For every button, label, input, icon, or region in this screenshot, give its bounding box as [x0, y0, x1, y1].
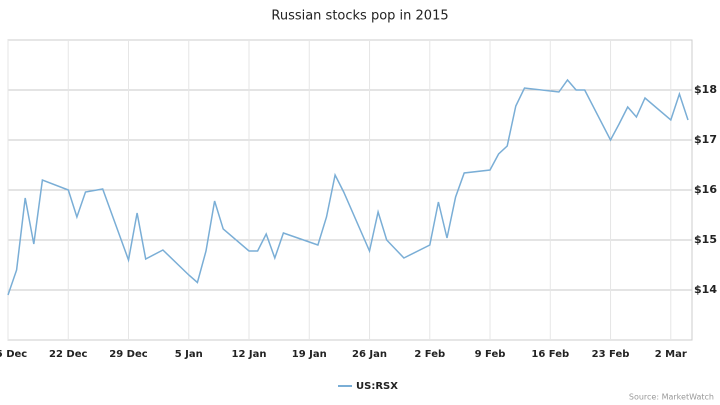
x-tick-label: 5 Jan: [175, 349, 203, 360]
y-tick-label: $18: [694, 83, 717, 96]
x-tick-label: 16 Feb: [531, 349, 569, 360]
source-note: Source: MarketWatch: [629, 393, 714, 402]
chart-title: Russian stocks pop in 2015: [271, 9, 448, 24]
x-tick-label: 12 Jan: [232, 349, 267, 360]
y-tick-label: $17: [694, 133, 717, 146]
y-tick-label: $16: [694, 183, 717, 196]
x-tick-label: 2 Mar: [655, 349, 687, 360]
x-tick-label: 23 Feb: [592, 349, 630, 360]
x-tick-label: 19 Jan: [292, 349, 327, 360]
x-tick-label: 29 Dec: [109, 349, 147, 360]
legend-label: US:RSX: [356, 381, 398, 392]
x-tick-label: 22 Dec: [49, 349, 87, 360]
x-tick-label: 15 Dec: [0, 349, 27, 360]
y-tick-label: $14: [694, 283, 717, 296]
x-tick-label: 2 Feb: [414, 349, 445, 360]
x-tick-label: 26 Jan: [352, 349, 387, 360]
data-line: [7, 78, 689, 296]
y-tick-label: $15: [694, 233, 717, 246]
x-tick-label: 9 Feb: [475, 349, 506, 360]
